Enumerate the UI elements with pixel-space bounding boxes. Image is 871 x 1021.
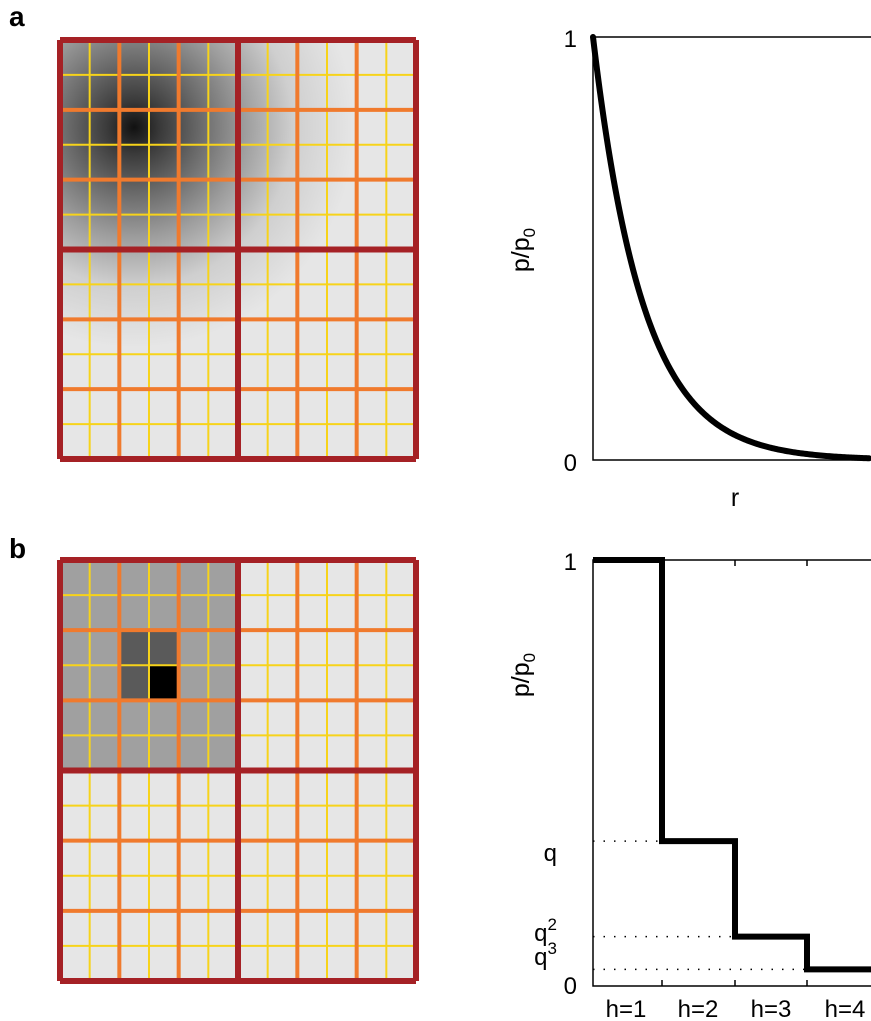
heatmap-continuous xyxy=(57,37,419,462)
ytick-label: 0 xyxy=(564,450,577,477)
panel-label-b: b xyxy=(9,533,26,564)
axes-frame xyxy=(592,559,871,987)
plot-exponential-decay: 1 0 r p/p0 xyxy=(507,26,871,512)
svg-text:p/p0: p/p0 xyxy=(507,228,539,272)
y-axis-label-sub: 0 xyxy=(520,653,539,662)
ytick-label-q3: q3 xyxy=(534,939,557,971)
panel-label-a: a xyxy=(9,1,25,32)
ytick-label: 0 xyxy=(564,973,577,1000)
y-axis-label-main: p/p xyxy=(507,662,535,697)
svg-text:p/p0: p/p0 xyxy=(507,653,539,697)
axes-frame xyxy=(592,36,871,461)
ytick-label: 1 xyxy=(564,26,577,53)
x-axis-label: r xyxy=(731,484,739,512)
q-reference-lines xyxy=(593,840,807,971)
heatmap-hierarchical xyxy=(57,557,419,984)
y-axis-label: p/p0 xyxy=(507,653,539,697)
ytick-label: 1 xyxy=(564,549,577,576)
xtick-label: h=4 xyxy=(825,996,866,1021)
ytick-label-q: q xyxy=(544,840,557,867)
plot-step-function: 1 q q2 q3 0 p/p0 h=1 h=2 h=3 h=4 xyxy=(507,549,871,1021)
y-axis-label: p/p0 xyxy=(507,228,539,272)
xtick-label: h=2 xyxy=(678,996,719,1021)
y-axis-label-sub: 0 xyxy=(520,228,539,237)
xtick-label: h=1 xyxy=(606,996,647,1021)
decay-curve xyxy=(590,34,871,462)
y-axis-label-main: p/p xyxy=(507,237,535,272)
xtick-label: h=3 xyxy=(751,996,792,1021)
step-curve xyxy=(593,557,871,973)
ytick-label-q2: q2 xyxy=(534,915,557,947)
level-block-h4 xyxy=(149,665,179,701)
